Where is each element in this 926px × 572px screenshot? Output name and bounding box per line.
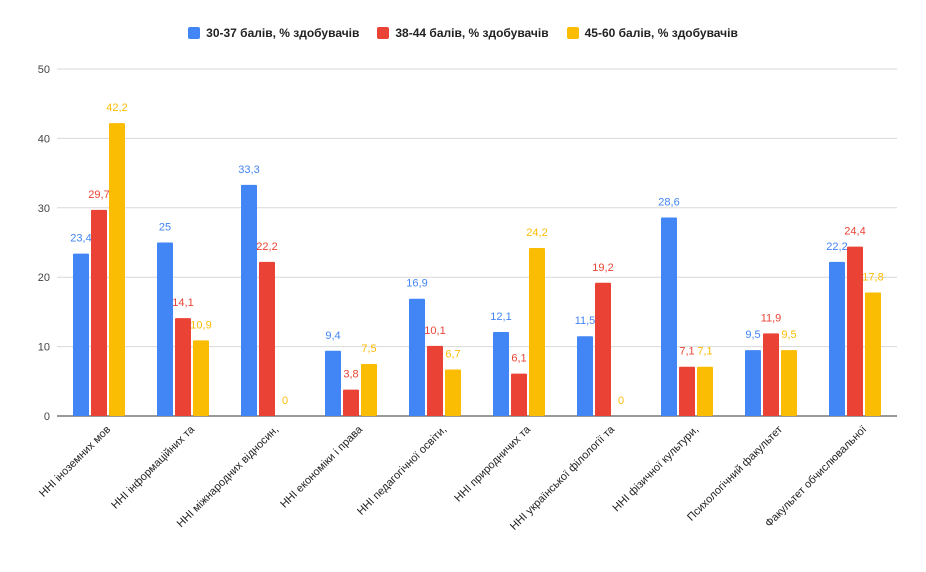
y-tick-label: 10 xyxy=(38,342,50,354)
data-label: 11,5 xyxy=(575,315,596,327)
data-label: 42,2 xyxy=(106,102,127,114)
bar xyxy=(259,261,275,416)
bar xyxy=(679,366,695,416)
data-label: 22,2 xyxy=(826,241,847,253)
bar xyxy=(241,184,257,416)
data-label: 9,4 xyxy=(325,330,340,342)
x-tick-label: ННІ педагогічної освіти, xyxy=(355,424,449,518)
bar xyxy=(325,350,341,416)
legend-swatch xyxy=(566,27,579,39)
data-label: 25 xyxy=(159,222,171,234)
data-label: 12,1 xyxy=(490,311,511,323)
legend-label: 38-44 балів, % здобувачів xyxy=(395,26,549,40)
data-label: 23,4 xyxy=(70,233,91,245)
bar xyxy=(445,369,461,416)
x-tick-label: ННІ інформаційних та xyxy=(109,423,197,511)
bar xyxy=(781,350,797,416)
data-label: 0 xyxy=(618,395,624,407)
bar xyxy=(529,248,545,416)
data-label: 3,8 xyxy=(343,369,358,381)
bar xyxy=(763,333,779,416)
x-tick-label: ННІ фізичної культури, xyxy=(611,424,702,515)
x-tick-label: Факультет обчислювальної xyxy=(763,424,869,530)
data-label: 9,5 xyxy=(781,329,796,341)
data-label: 24,2 xyxy=(526,227,547,239)
y-tick-label: 40 xyxy=(38,133,50,145)
legend-item: 30-37 балів, % здобувачів xyxy=(188,26,359,40)
data-label: 14,1 xyxy=(172,297,193,309)
bar xyxy=(511,373,527,416)
data-label: 6,7 xyxy=(445,349,460,361)
bar xyxy=(661,217,677,416)
legend-label: 30-37 балів, % здобувачів xyxy=(206,26,360,40)
x-tick-label: ННІ міжнародних відносин, xyxy=(175,424,281,530)
bar xyxy=(73,253,89,416)
y-tick-label: 20 xyxy=(38,272,50,284)
data-label: 19,2 xyxy=(592,262,613,274)
legend-swatch xyxy=(377,27,390,39)
y-tick-label: 30 xyxy=(38,203,50,215)
data-label: 29,7 xyxy=(88,189,109,201)
bar xyxy=(847,246,863,416)
x-tick-label: Психологічний факультет xyxy=(685,424,785,524)
y-tick-label: 50 xyxy=(38,64,50,76)
x-tick-label: ННІ економіки і права xyxy=(278,423,366,511)
data-label: 28,6 xyxy=(658,197,679,209)
legend-swatch xyxy=(188,27,201,39)
bar xyxy=(577,336,593,416)
legend-label: 45-60 балів, % здобувачів xyxy=(584,26,738,40)
data-label: 9,5 xyxy=(745,329,760,341)
data-label: 24,4 xyxy=(844,226,865,238)
bar xyxy=(865,292,881,416)
bar xyxy=(493,332,509,416)
legend-item: 45-60 балів, % здобувачів xyxy=(566,26,738,40)
bar xyxy=(745,350,761,416)
data-label: 22,2 xyxy=(256,241,277,253)
bar xyxy=(427,345,443,416)
bar xyxy=(361,363,377,416)
bar xyxy=(829,261,845,416)
data-label: 10,1 xyxy=(424,325,445,337)
data-label: 6,1 xyxy=(511,353,526,365)
x-tick-label: ННІ іноземних мов xyxy=(37,424,113,500)
bar xyxy=(697,366,713,416)
data-label: 7,1 xyxy=(697,346,712,358)
bar xyxy=(409,298,425,416)
data-label: 33,3 xyxy=(238,164,259,176)
legend-item: 38-44 балів, % здобувачів xyxy=(377,26,549,40)
bar xyxy=(109,123,125,417)
data-label: 7,5 xyxy=(361,343,376,355)
data-label: 16,9 xyxy=(406,278,427,290)
bar xyxy=(91,209,107,416)
data-label: 10,9 xyxy=(190,319,211,331)
y-tick-label: 0 xyxy=(44,411,50,423)
data-label: 0 xyxy=(282,395,288,407)
bar xyxy=(157,242,173,416)
bar xyxy=(175,318,191,416)
bar xyxy=(343,389,359,416)
data-label: 17,8 xyxy=(862,271,883,283)
data-label: 11,9 xyxy=(761,312,782,324)
data-label: 7,1 xyxy=(679,346,694,358)
x-tick-label: ННІ природничих та xyxy=(452,423,533,504)
bar xyxy=(595,282,611,416)
bar xyxy=(193,340,209,416)
legend: 30-37 балів, % здобувачів 38-44 балів, % … xyxy=(0,26,926,40)
